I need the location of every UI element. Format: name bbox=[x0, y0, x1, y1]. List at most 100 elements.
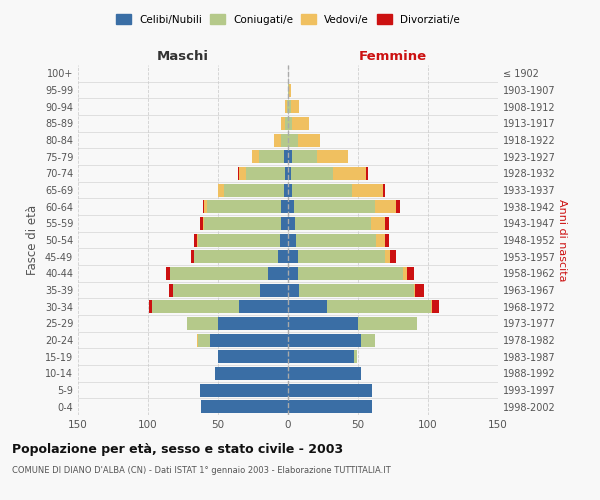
Bar bbox=[291, 167, 333, 180]
Bar bbox=[288, 234, 296, 246]
Bar bbox=[288, 400, 372, 413]
Bar bbox=[173, 284, 260, 296]
Y-axis label: Fasce di età: Fasce di età bbox=[26, 205, 39, 275]
Bar bbox=[414, 284, 415, 296]
Bar bbox=[288, 84, 289, 96]
Bar bbox=[224, 184, 284, 196]
Bar bbox=[199, 234, 280, 246]
Bar bbox=[194, 234, 197, 246]
Bar bbox=[287, 100, 288, 113]
Bar bbox=[238, 167, 239, 180]
Bar bbox=[274, 134, 281, 146]
Bar bbox=[288, 267, 298, 280]
Bar bbox=[280, 234, 288, 246]
Bar bbox=[268, 267, 288, 280]
Bar bbox=[296, 234, 376, 246]
Bar bbox=[288, 100, 291, 113]
Bar bbox=[288, 150, 292, 163]
Bar bbox=[201, 400, 288, 413]
Bar bbox=[299, 284, 414, 296]
Bar bbox=[281, 217, 288, 230]
Bar bbox=[298, 267, 403, 280]
Text: COMUNE DI DIANO D'ALBA (CN) - Dati ISTAT 1° gennaio 2003 - Elaborazione TUTTITAL: COMUNE DI DIANO D'ALBA (CN) - Dati ISTAT… bbox=[12, 466, 391, 475]
Bar bbox=[281, 200, 288, 213]
Bar bbox=[259, 150, 284, 163]
Text: Femmine: Femmine bbox=[359, 50, 427, 64]
Bar bbox=[396, 200, 400, 213]
Bar bbox=[209, 334, 288, 346]
Bar bbox=[152, 300, 239, 313]
Bar bbox=[284, 150, 288, 163]
Bar bbox=[288, 200, 293, 213]
Bar bbox=[284, 184, 288, 196]
Bar bbox=[432, 300, 439, 313]
Bar bbox=[327, 300, 431, 313]
Bar bbox=[285, 117, 288, 130]
Bar bbox=[278, 250, 288, 263]
Text: Popolazione per età, sesso e stato civile - 2003: Popolazione per età, sesso e stato civil… bbox=[12, 442, 343, 456]
Bar bbox=[288, 300, 327, 313]
Bar bbox=[288, 384, 372, 396]
Bar bbox=[385, 217, 389, 230]
Bar bbox=[187, 317, 218, 330]
Bar bbox=[149, 300, 152, 313]
Y-axis label: Anni di nascita: Anni di nascita bbox=[557, 198, 567, 281]
Bar bbox=[293, 200, 375, 213]
Bar bbox=[288, 284, 299, 296]
Text: Maschi: Maschi bbox=[157, 50, 209, 64]
Bar bbox=[200, 384, 288, 396]
Bar bbox=[281, 134, 288, 146]
Bar bbox=[239, 167, 246, 180]
Bar bbox=[376, 234, 385, 246]
Bar bbox=[371, 217, 385, 230]
Bar bbox=[375, 200, 396, 213]
Bar bbox=[288, 184, 292, 196]
Bar bbox=[415, 284, 424, 296]
Bar bbox=[281, 117, 285, 130]
Bar bbox=[204, 217, 281, 230]
Bar bbox=[291, 100, 299, 113]
Bar bbox=[246, 167, 285, 180]
Bar bbox=[358, 317, 417, 330]
Bar bbox=[403, 267, 407, 280]
Bar bbox=[218, 184, 224, 196]
Bar bbox=[169, 284, 173, 296]
Bar bbox=[385, 250, 390, 263]
Bar bbox=[239, 300, 288, 313]
Bar bbox=[407, 267, 414, 280]
Bar bbox=[218, 317, 288, 330]
Bar bbox=[288, 317, 358, 330]
Bar bbox=[317, 150, 348, 163]
Bar bbox=[288, 350, 354, 363]
Bar bbox=[207, 200, 281, 213]
Bar bbox=[298, 250, 385, 263]
Bar bbox=[292, 184, 352, 196]
Bar bbox=[203, 217, 204, 230]
Bar bbox=[292, 150, 317, 163]
Bar bbox=[197, 234, 199, 246]
Bar bbox=[260, 284, 288, 296]
Bar bbox=[200, 217, 203, 230]
Bar bbox=[390, 250, 396, 263]
Bar bbox=[361, 334, 375, 346]
Legend: Celibi/Nubili, Coniugati/e, Vedovi/e, Divorziati/e: Celibi/Nubili, Coniugati/e, Vedovi/e, Di… bbox=[112, 10, 464, 29]
Bar bbox=[295, 217, 371, 230]
Bar bbox=[197, 334, 199, 346]
Bar bbox=[289, 84, 291, 96]
Bar bbox=[288, 334, 361, 346]
Bar bbox=[333, 167, 367, 180]
Bar bbox=[288, 117, 292, 130]
Bar bbox=[170, 267, 268, 280]
Bar bbox=[298, 134, 320, 146]
Bar bbox=[191, 250, 194, 263]
Bar bbox=[288, 250, 298, 263]
Bar bbox=[194, 250, 278, 263]
Bar bbox=[288, 217, 295, 230]
Bar bbox=[166, 267, 170, 280]
Bar bbox=[367, 167, 368, 180]
Bar bbox=[288, 367, 361, 380]
Bar bbox=[288, 134, 298, 146]
Bar bbox=[199, 334, 209, 346]
Bar bbox=[203, 200, 204, 213]
Bar bbox=[285, 100, 287, 113]
